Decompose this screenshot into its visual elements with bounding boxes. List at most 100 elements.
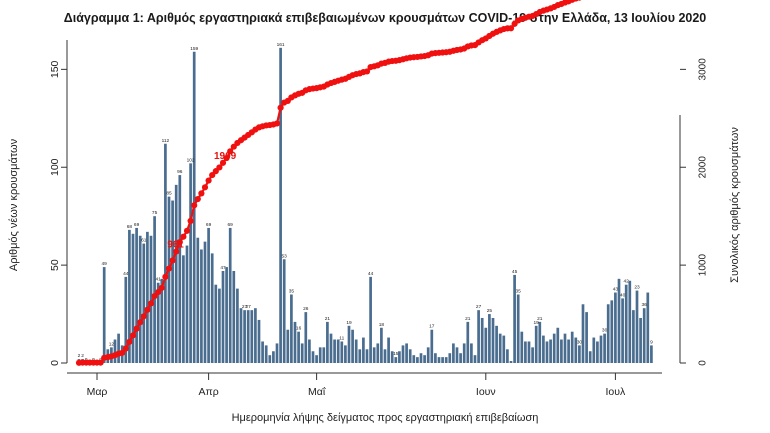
cumulative-annotation: 961 bbox=[167, 240, 184, 251]
left-y-tick-label: 100 bbox=[49, 158, 61, 176]
bar bbox=[524, 341, 527, 363]
bar-value-label: 45 bbox=[512, 269, 518, 275]
bar bbox=[322, 347, 326, 363]
bar bbox=[408, 349, 412, 363]
bar bbox=[588, 351, 592, 363]
bar-value-label: 43 bbox=[613, 287, 619, 293]
bar bbox=[527, 341, 531, 363]
x-axis-label: Ημερομηνία λήψης δείγματος προς εργαστηρ… bbox=[232, 412, 539, 424]
bar bbox=[488, 314, 491, 363]
bar bbox=[171, 200, 174, 363]
right-y-tick-label: 2000 bbox=[698, 156, 709, 179]
bar bbox=[603, 333, 606, 363]
bar bbox=[509, 361, 513, 363]
bar bbox=[318, 347, 322, 363]
bar bbox=[405, 343, 408, 363]
bar bbox=[624, 284, 628, 363]
bar bbox=[563, 333, 567, 363]
bar-value-label: 21 bbox=[537, 316, 543, 322]
bar-value-label: 69 bbox=[228, 222, 234, 228]
bar bbox=[365, 349, 369, 363]
bar bbox=[520, 331, 524, 363]
bar bbox=[272, 351, 275, 363]
bar bbox=[246, 310, 250, 363]
bar bbox=[174, 184, 178, 363]
bar bbox=[203, 241, 207, 363]
bar bbox=[578, 345, 581, 363]
bar bbox=[581, 304, 585, 363]
bar-value-label: 75 bbox=[152, 210, 158, 216]
cumulative-point bbox=[119, 349, 126, 356]
bar bbox=[412, 355, 416, 363]
bar bbox=[585, 312, 588, 363]
cumulative-point bbox=[133, 325, 140, 332]
cumulative-line-series bbox=[75, 0, 582, 366]
bar-value-label: 18 bbox=[379, 322, 385, 328]
left-y-tick-label: 50 bbox=[49, 259, 61, 271]
bar bbox=[542, 335, 545, 363]
bar bbox=[419, 353, 423, 363]
bar-value-label: 11 bbox=[339, 335, 344, 341]
bar bbox=[308, 339, 311, 363]
bar bbox=[153, 216, 156, 363]
bar bbox=[534, 325, 538, 363]
bar bbox=[340, 341, 344, 363]
left-y-axis: 0 50 100 150 bbox=[49, 40, 68, 366]
right-y-tick-label: 3000 bbox=[698, 58, 709, 81]
bar bbox=[102, 267, 106, 363]
bar bbox=[549, 339, 552, 363]
cumulative-point bbox=[209, 171, 216, 179]
x-axis: Μαρ Απρ Μαΐ Ιουν Ιουλ bbox=[67, 372, 662, 398]
bar bbox=[390, 351, 394, 363]
cumulative-point bbox=[173, 248, 180, 255]
bar bbox=[275, 343, 279, 363]
bar-value-label: 159 bbox=[190, 46, 198, 52]
bar bbox=[250, 310, 254, 363]
x-tick-label: Απρ bbox=[198, 386, 218, 398]
bar bbox=[189, 163, 192, 363]
bar-value-label: 2 bbox=[78, 353, 81, 359]
bar bbox=[642, 308, 646, 363]
bar-value-label: 96 bbox=[177, 169, 183, 175]
bar bbox=[264, 345, 268, 363]
bar bbox=[628, 280, 632, 363]
bar bbox=[632, 310, 635, 363]
bar bbox=[300, 343, 304, 363]
bar bbox=[621, 298, 624, 363]
cumulative-point bbox=[122, 345, 129, 352]
bar bbox=[556, 327, 560, 363]
x-tick-label: Μαρ bbox=[87, 386, 108, 398]
bar-value-label: 112 bbox=[162, 138, 170, 144]
bar bbox=[567, 339, 570, 363]
bar bbox=[606, 304, 610, 363]
x-tick-label: Μαΐ bbox=[308, 386, 326, 398]
cumulative-point bbox=[147, 300, 155, 307]
bar bbox=[232, 270, 236, 363]
cumulative-point bbox=[158, 284, 165, 291]
bar bbox=[336, 339, 340, 363]
bar bbox=[635, 290, 639, 363]
bar bbox=[304, 312, 308, 363]
cumulative-point bbox=[507, 25, 515, 32]
bar-value-label: 69 bbox=[134, 222, 140, 228]
bar-value-label: 47 bbox=[220, 265, 226, 271]
bar bbox=[650, 345, 653, 363]
cumulative-point bbox=[129, 332, 137, 339]
bar bbox=[124, 276, 128, 363]
x-tick-label: Ιουν bbox=[476, 386, 496, 398]
bar bbox=[444, 357, 448, 363]
bar bbox=[239, 308, 243, 363]
bar bbox=[225, 267, 228, 363]
bar bbox=[430, 329, 434, 363]
bar-value-label: 27 bbox=[476, 304, 482, 310]
bar bbox=[423, 355, 426, 363]
bar-value-label: 21 bbox=[465, 316, 471, 322]
bar bbox=[516, 294, 520, 363]
cumulative-point bbox=[176, 239, 183, 246]
bar bbox=[146, 231, 149, 363]
bar bbox=[214, 284, 218, 363]
chart-title: Διάγραμμα 1: Αριθμός εργαστηριακά επιβεβ… bbox=[64, 11, 707, 25]
cumulative-point bbox=[223, 154, 230, 162]
bar bbox=[354, 339, 358, 363]
cumulative-point bbox=[183, 227, 191, 234]
